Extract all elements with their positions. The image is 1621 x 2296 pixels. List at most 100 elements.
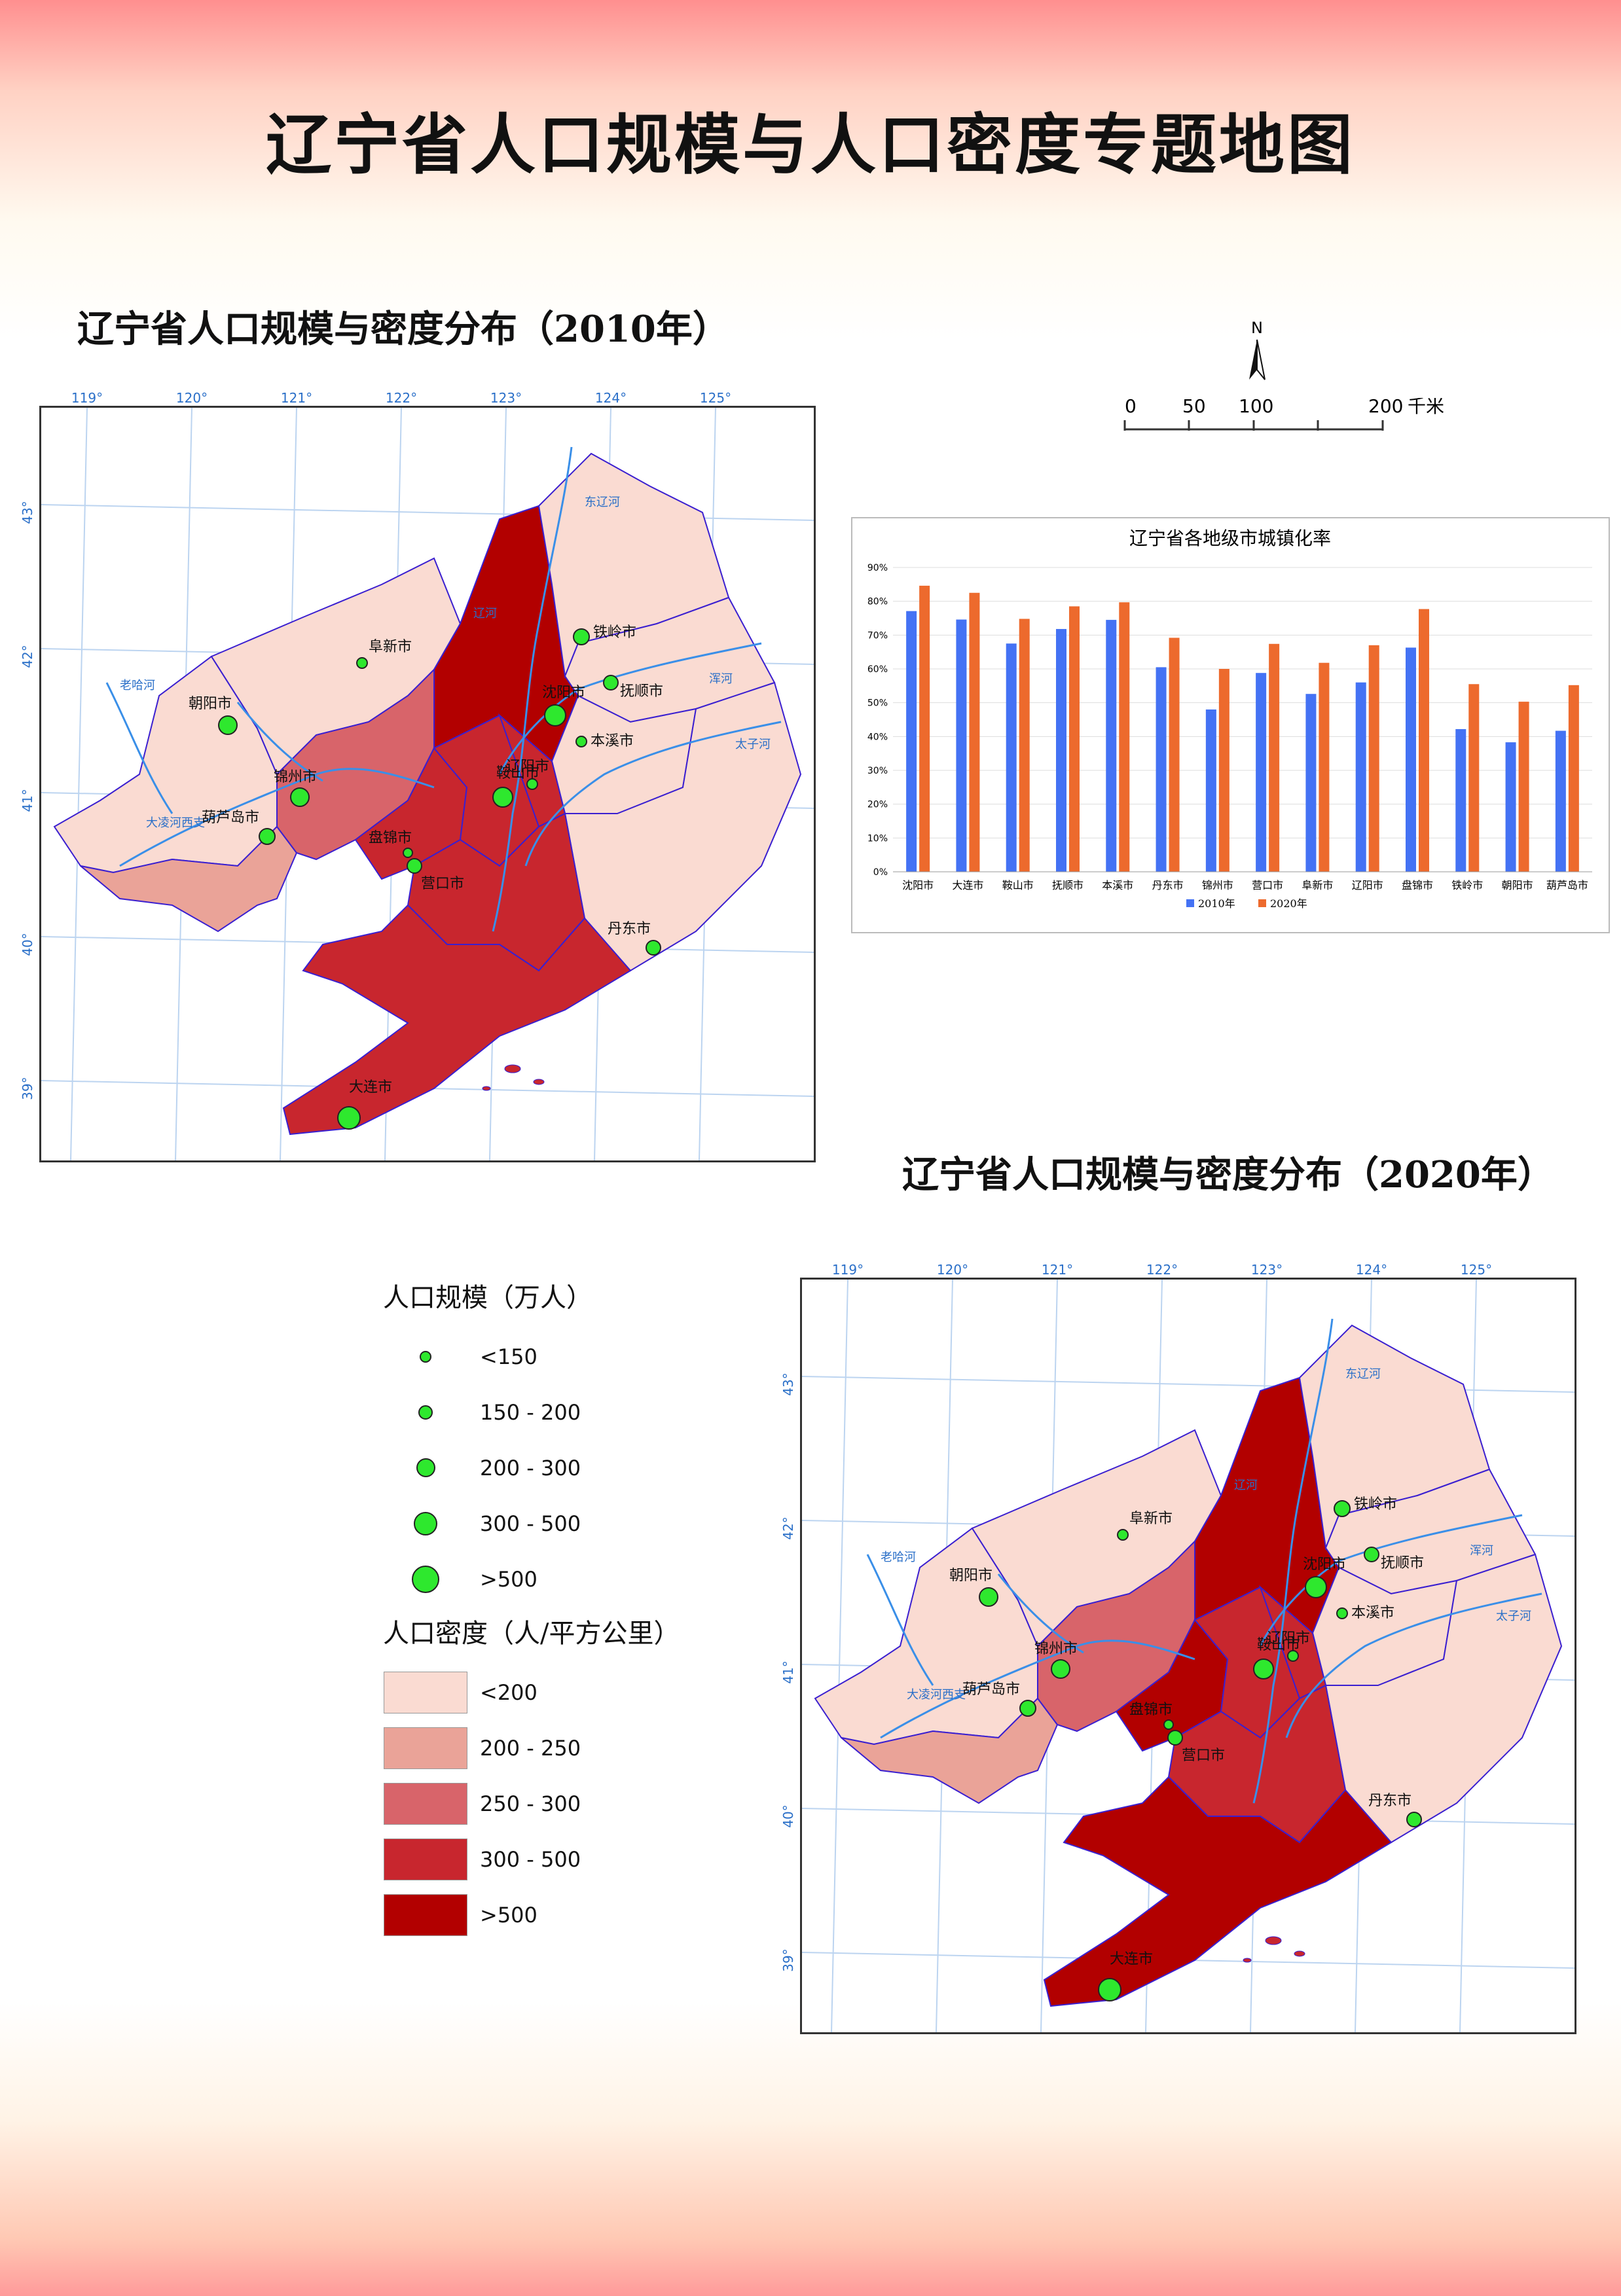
city-point[interactable] [1167, 1730, 1183, 1746]
point-symbol-icon [414, 1511, 437, 1535]
legend-size-label: <150 [480, 1344, 537, 1369]
river-line [119, 768, 435, 867]
river-label: 东辽河 [1345, 1367, 1381, 1381]
river-line [498, 642, 762, 775]
bar-2020年-大连市 [969, 592, 980, 872]
city-point[interactable] [979, 1587, 998, 1607]
legend-density-label: 300 - 500 [480, 1846, 581, 1872]
y-tick-label: 80% [867, 597, 888, 607]
bar-2010年-阜新市 [1305, 694, 1317, 872]
city-label: 大连市 [1110, 1951, 1153, 1967]
legend-size-label: 300 - 500 [480, 1511, 581, 1536]
y-tick-label: 30% [867, 766, 888, 776]
legend-density-row: >500 [383, 1887, 776, 1943]
legend-swatch [1186, 899, 1194, 907]
map-2010[interactable]: 119° 120° 121° 122° 123° 124° 125° 43° 42° 41° 40°… [20, 390, 816, 1162]
city-label: 辽阳市 [506, 759, 549, 775]
x-tick-label: 抚顺市 [1052, 879, 1084, 891]
city-point[interactable] [1406, 1812, 1422, 1827]
city-label: 铁岭市 [1354, 1496, 1397, 1513]
city-point[interactable] [573, 628, 590, 645]
city-point[interactable] [1287, 1650, 1299, 1662]
lat-label: 41° [780, 1660, 796, 1683]
river-line [492, 446, 573, 932]
bar-2020年-朝阳市 [1518, 702, 1529, 872]
river-line [105, 682, 173, 814]
city-point[interactable] [218, 715, 238, 735]
city-point[interactable] [290, 787, 310, 807]
lon-label: 124° [1356, 1262, 1387, 1278]
x-tick-label: 辽阳市 [1352, 879, 1383, 891]
city-point[interactable] [603, 675, 619, 691]
x-tick-label: 阜新市 [1302, 879, 1333, 891]
north-arrow: N [1237, 317, 1277, 392]
scale-tick-100: 100 [1239, 398, 1273, 417]
region-dalian[interactable] [1043, 1776, 1393, 2007]
city-point[interactable] [407, 858, 422, 874]
lat-label: 40° [20, 933, 35, 956]
map-2020[interactable]: 119° 120° 121° 122° 123° 124° 125° 43° 42° 41° 40°… [780, 1262, 1576, 2034]
lon-label: 125° [1461, 1262, 1492, 1278]
city-point[interactable] [1163, 1719, 1174, 1730]
river-label: 大凌河西支 [146, 816, 205, 830]
city-point[interactable] [544, 704, 566, 726]
density-swatch [384, 1782, 467, 1825]
city-point[interactable] [1336, 1607, 1348, 1619]
legend-size-label: 200 - 300 [480, 1455, 581, 1480]
city-label: 营口市 [421, 876, 464, 892]
city-point[interactable] [526, 778, 538, 790]
city-label: 阜新市 [1129, 1511, 1173, 1527]
legend-density-label: 250 - 300 [480, 1791, 581, 1816]
lat-label: 43° [780, 1372, 796, 1395]
lon-label: 123° [1251, 1262, 1283, 1278]
city-label: 本溪市 [591, 733, 634, 749]
legend-size-row: 200 - 300 [383, 1440, 776, 1496]
city-label: 朝阳市 [189, 696, 232, 712]
island [533, 1079, 545, 1085]
region-huludao[interactable] [841, 1697, 1059, 1804]
city-label: 葫芦岛市 [962, 1681, 1020, 1698]
city-point[interactable] [1117, 1529, 1129, 1541]
city-point[interactable] [646, 940, 661, 956]
city-label: 本溪市 [1351, 1605, 1394, 1621]
density-swatch [384, 1671, 467, 1713]
density-swatch [384, 1727, 467, 1769]
region-huludao[interactable] [80, 825, 298, 933]
density-swatch [384, 1838, 467, 1880]
region-dalian[interactable] [282, 904, 632, 1136]
city-point[interactable] [1051, 1659, 1070, 1679]
city-point[interactable] [1253, 1659, 1274, 1679]
scale-tick-0: 0 [1125, 398, 1137, 417]
city-point[interactable] [403, 848, 413, 858]
city-label: 锦州市 [1034, 1641, 1078, 1657]
prefecture-layer [53, 452, 802, 1136]
city-point[interactable] [1364, 1547, 1379, 1562]
city-point[interactable] [1098, 1978, 1121, 2001]
legend-size-label: 150 - 200 [480, 1399, 581, 1425]
legend-size-row: 300 - 500 [383, 1496, 776, 1551]
city-point[interactable] [356, 657, 368, 669]
bar-2010年-本溪市 [1106, 620, 1117, 872]
bar-2020年-丹东市 [1169, 637, 1180, 872]
lon-label: 125° [700, 390, 731, 406]
city-point[interactable] [259, 828, 276, 845]
scale-tick-50: 50 [1182, 398, 1206, 417]
bar-2010年-盘锦市 [1406, 647, 1416, 872]
y-tick-label: 10% [867, 833, 888, 844]
island [504, 1064, 521, 1073]
city-point[interactable] [575, 736, 587, 747]
city-point[interactable] [492, 787, 513, 808]
map_2020-svg: 119° 120° 121° 122° 123° 124° 125° 43° 42° 41° 40°… [780, 1262, 1575, 2033]
urbanization-chart-svg: 辽宁省各地级市城镇化率 0% 10% 20% 30% 40% 50% 60% 70% 80% 90%… [867, 528, 1592, 910]
city-point[interactable] [337, 1106, 361, 1130]
city-point[interactable] [1305, 1576, 1327, 1598]
lat-label: 39° [20, 1077, 35, 1100]
city-point[interactable] [1019, 1700, 1036, 1717]
river-label: 辽河 [1234, 1479, 1258, 1492]
map_2010-svg: 119° 120° 121° 122° 123° 124° 125° 43° 42° 41° 40°… [20, 390, 814, 1161]
city-point[interactable] [1334, 1500, 1351, 1517]
river-line [866, 1554, 934, 1686]
x-tick-label: 锦州市 [1202, 879, 1233, 891]
lon-label: 121° [281, 390, 312, 406]
city-label: 盘锦市 [1129, 1702, 1173, 1718]
